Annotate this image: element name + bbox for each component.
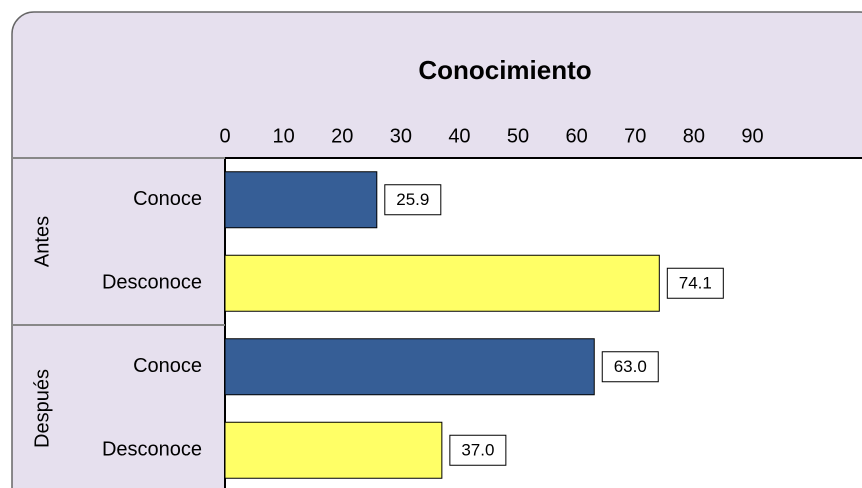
x-tick-label: 20 bbox=[331, 125, 353, 147]
value-label-box bbox=[449, 434, 507, 466]
y-tick-label: Conoce bbox=[133, 355, 202, 377]
y-tick-label: Desconoce bbox=[102, 272, 202, 294]
x-tick-label: 30 bbox=[390, 125, 412, 147]
x-tick-label: 50 bbox=[507, 125, 529, 147]
value-label: 25.9 bbox=[396, 190, 429, 209]
value-label-box bbox=[601, 351, 659, 383]
value-label: 37.0 bbox=[461, 441, 494, 460]
value-label-box bbox=[384, 184, 442, 216]
bar bbox=[224, 421, 443, 479]
x-tick-label: 60 bbox=[566, 125, 588, 147]
x-tick-label: 10 bbox=[272, 125, 294, 147]
value-label-box bbox=[666, 267, 724, 299]
x-tick-label: 90 bbox=[741, 125, 763, 147]
bar bbox=[224, 338, 595, 396]
x-tick-label: 40 bbox=[448, 125, 470, 147]
bar bbox=[224, 254, 660, 312]
x-tick-label: 0 bbox=[219, 125, 230, 147]
group-label: Después bbox=[31, 369, 53, 448]
chart-title: Conocimiento bbox=[418, 55, 591, 85]
x-tick-label: 70 bbox=[624, 125, 646, 147]
y-tick-label: Desconoce bbox=[102, 439, 202, 461]
group-label: Antes bbox=[31, 216, 53, 267]
value-label: 74.1 bbox=[679, 274, 712, 293]
bar bbox=[224, 171, 378, 229]
y-tick-label: Conoce bbox=[133, 188, 202, 210]
x-tick-label: 80 bbox=[683, 125, 705, 147]
value-label: 63.0 bbox=[614, 357, 647, 376]
